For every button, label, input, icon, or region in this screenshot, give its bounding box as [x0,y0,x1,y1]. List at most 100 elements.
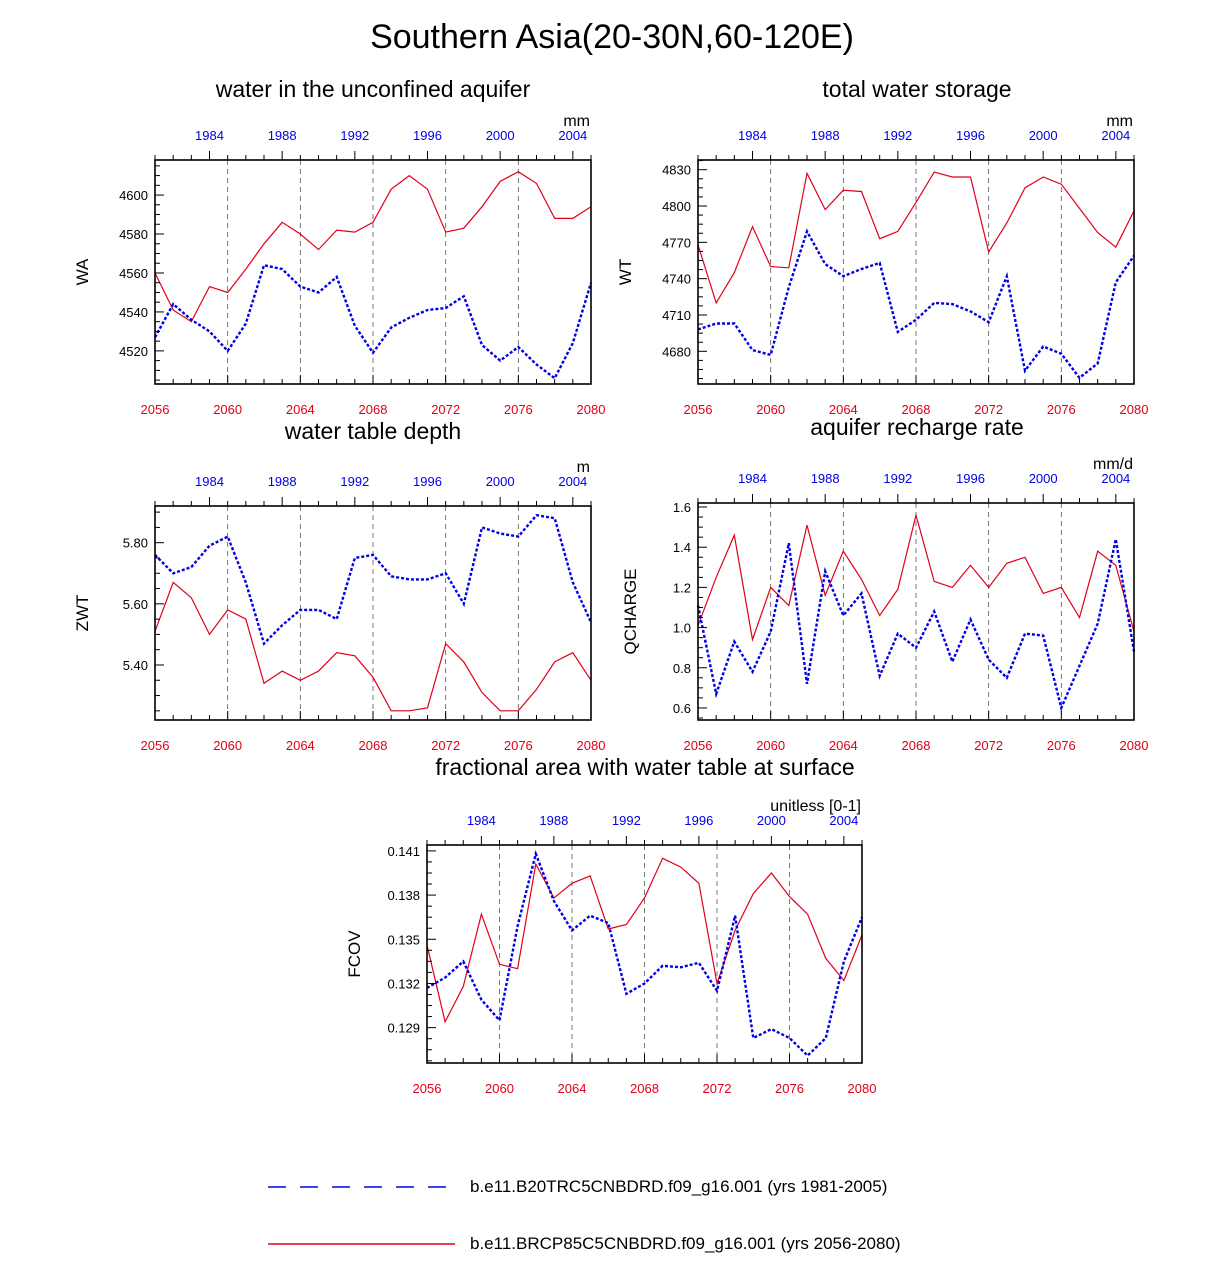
x-tick-label-top: 2004 [558,474,587,489]
y-tick-label: 4600 [119,188,148,203]
x-tick-label-bottom: 2076 [775,1081,804,1096]
x-tick-label-bottom: 2060 [756,402,785,417]
x-tick-label-bottom: 2072 [974,402,1003,417]
x-tick-label-top: 2000 [1029,471,1058,486]
panel-title-zwt: water table depth [284,418,462,444]
y-tick-label: 4520 [119,344,148,359]
x-tick-label-top: 1984 [738,471,767,486]
x-tick-label-bottom: 2080 [577,402,606,417]
x-tick-label-bottom: 2056 [141,402,170,417]
x-tick-label-top: 1984 [195,128,224,143]
y-tick-label: 0.129 [387,1021,420,1036]
x-tick-label-top: 1992 [340,474,369,489]
x-tick-label-bottom: 2076 [1047,738,1076,753]
x-tick-label-bottom: 2080 [577,738,606,753]
x-tick-label-top: 2000 [1029,128,1058,143]
series-line-historical [697,228,1135,380]
x-tick-label-bottom: 2068 [630,1081,659,1096]
x-tick-label-top: 2004 [1101,128,1130,143]
x-tick-label-top: 1996 [684,813,713,828]
series-line-future [697,171,1135,305]
x-tick-label-top: 1988 [811,471,840,486]
x-tick-label-bottom: 2068 [902,738,931,753]
panel-title-qcharge: aquifer recharge rate [810,414,1024,440]
x-tick-label-top: 2000 [486,474,515,489]
panel-title-fcov: fractional area with water table at surf… [435,754,855,780]
x-tick-label-top: 1996 [413,474,442,489]
y-tick-label: 4830 [662,163,691,178]
x-tick-label-top: 1984 [738,128,767,143]
units-label: m [577,459,590,476]
x-tick-label-bottom: 2076 [504,738,533,753]
x-tick-label-bottom: 2072 [431,402,460,417]
y-tick-label: 0.141 [387,844,420,859]
chart-panel-1: 2056 2060 2064 2068 2072 2076 2080 1984 1988 1992… [73,113,605,417]
y-axis-label: FCOV [345,930,364,978]
x-tick-label-top: 1988 [811,128,840,143]
x-tick-label-bottom: 2068 [359,402,388,417]
series-line-future [154,171,592,323]
x-tick-label-bottom: 2060 [213,402,242,417]
x-tick-label-bottom: 2064 [558,1081,587,1096]
units-label: mm/d [1093,456,1133,473]
x-tick-label-top: 2000 [486,128,515,143]
x-tick-label-bottom: 2072 [974,738,1003,753]
y-tick-label: 5.60 [123,597,148,612]
x-tick-label-bottom: 2068 [902,402,931,417]
chart-panel-5: 2056 2060 2064 2068 2072 2076 2080 1984 1988 1992… [345,798,876,1096]
y-tick-label: 4580 [119,227,148,242]
y-tick-label: 0.138 [387,888,420,903]
series-line-historical [154,513,593,646]
y-tick-label: 0.135 [387,932,420,947]
y-tick-label: 4740 [662,272,691,287]
x-tick-label-top: 1996 [413,128,442,143]
x-tick-label-top: 2004 [558,128,587,143]
x-tick-label-bottom: 2080 [848,1081,877,1096]
y-tick-label: 5.80 [123,536,148,551]
series-line-future [154,581,592,712]
series-line-historical [153,263,593,381]
x-tick-label-top: 1988 [539,813,568,828]
legend-label-historical: b.e11.B20TRC5CNBDRD.f09_g16.001 (yrs 198… [470,1177,888,1196]
chart-panel-3: 2056 2060 2064 2068 2072 2076 2080 1984 1988 1992… [73,459,605,753]
x-tick-label-top: 2000 [757,813,786,828]
x-tick-label-top: 1984 [195,474,224,489]
x-tick-label-top: 1988 [268,128,297,143]
x-tick-label-bottom: 2076 [504,402,533,417]
legend-label-future: b.e11.BRCP85C5CNBDRD.f09_g16.001 (yrs 20… [470,1234,901,1253]
series-line-future [426,857,863,1024]
x-tick-label-bottom: 2076 [1047,402,1076,417]
x-tick-label-top: 1992 [612,813,641,828]
y-tick-label: 0.132 [387,976,420,991]
x-tick-label-bottom: 2064 [829,738,858,753]
main-title: Southern Asia(20-30N,60-120E) [370,18,854,56]
y-tick-label: 1.4 [673,540,691,555]
panel-title-wt: total water storage [822,76,1012,102]
x-tick-label-bottom: 2064 [829,402,858,417]
x-tick-label-bottom: 2080 [1120,402,1149,417]
x-tick-label-bottom: 2064 [286,738,315,753]
y-tick-label: 1.6 [673,500,691,515]
x-tick-label-bottom: 2056 [684,738,713,753]
chart-panel-2: 2056 2060 2064 2068 2072 2076 2080 1984 1988 1992… [616,113,1148,417]
y-tick-label: 0.6 [673,701,691,716]
x-tick-label-bottom: 2056 [141,738,170,753]
series-line-historical [696,538,1136,712]
x-tick-label-bottom: 2068 [359,738,388,753]
series-line-future [697,512,1135,642]
y-axis-label: ZWT [73,595,92,632]
x-tick-label-top: 1988 [268,474,297,489]
x-tick-label-bottom: 2060 [213,738,242,753]
x-tick-label-bottom: 2060 [756,738,785,753]
y-tick-label: 1.0 [673,621,691,636]
y-axis-label: WA [73,258,92,285]
x-tick-label-bottom: 2072 [431,738,460,753]
chart-panel-4: 2056 2060 2064 2068 2072 2076 2080 1984 1988 1992… [621,456,1148,753]
x-tick-label-top: 1992 [883,471,912,486]
x-tick-label-bottom: 2056 [684,402,713,417]
y-tick-label: 4800 [662,199,691,214]
panel-title-wa: water in the unconfined aquifer [215,76,531,102]
x-tick-label-top: 1984 [467,813,496,828]
